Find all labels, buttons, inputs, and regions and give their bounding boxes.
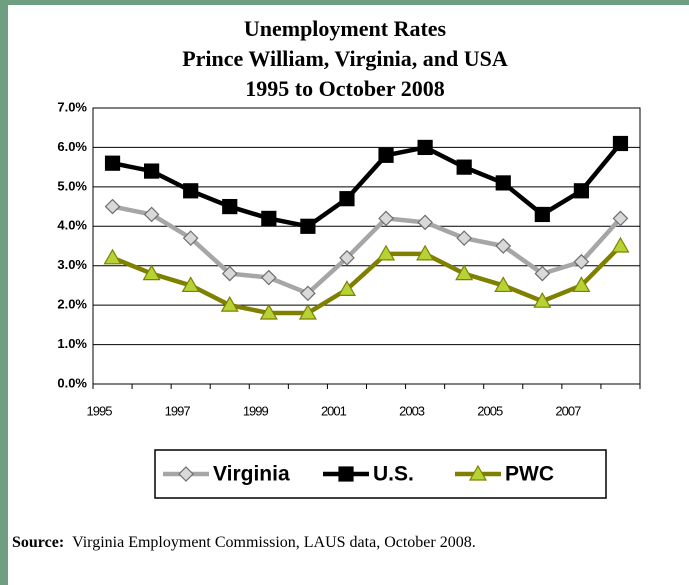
data-point [221,265,238,282]
data-point [103,248,122,265]
data-point [222,198,238,215]
data-point [611,236,630,253]
data-point [260,269,277,286]
data-point [337,280,356,296]
data-point [143,206,160,223]
data-point [612,135,629,152]
data-point [572,276,591,293]
x-tick-label: 1997 [165,403,191,418]
data-point [378,210,394,227]
data-point [298,303,317,320]
data-point [104,198,121,215]
data-point [377,244,396,261]
data-point [417,139,433,156]
data-point [181,276,200,293]
data-point [573,253,590,270]
data-point [495,175,511,191]
y-tick-label: 3.0% [57,257,87,272]
x-tick-label: 1995 [87,403,113,418]
legend-marker [178,466,194,482]
data-point [339,249,355,266]
data-point [456,230,473,246]
x-tick-label: 2003 [399,403,425,418]
data-point [261,210,277,226]
legend-box [154,449,607,499]
legend-marker [338,466,354,482]
data-point [144,163,160,179]
chart-title: 1995 to October 2008 [245,76,444,101]
data-point [417,214,433,231]
series-line [112,204,623,296]
y-tick-label: 4.0% [57,218,87,233]
data-point [300,285,316,302]
x-tick-label: 2005 [477,403,503,418]
source: Source: Virginia Employment Commission, L… [12,534,476,551]
data-point [182,230,199,246]
y-tick-label: 0.0% [57,375,87,390]
data-point [378,147,394,163]
data-point [494,276,513,293]
data-point [300,218,316,234]
data-point [142,264,161,281]
x-tick-label: 2001 [321,403,347,418]
border-left [0,0,8,585]
data-point [104,155,121,171]
y-tick-label: 6.0% [57,139,87,154]
data-point [456,159,472,175]
data-point [534,265,551,282]
source-text: Virginia Employment Commission, LAUS dat… [72,534,476,551]
data-point [455,264,474,281]
legend-marker [468,464,488,481]
data-point [220,295,239,312]
y-tick-label: 2.0% [57,297,87,312]
source-label: Source: [12,534,64,551]
x-tick-label: 1999 [243,403,269,418]
plot-frame [92,107,641,385]
y-tick-label: 5.0% [57,178,87,193]
chart-title: Prince William, Virginia, and USA [182,46,508,71]
data-point [612,210,629,227]
y-tick-label: 1.0% [57,336,87,351]
data-point [416,244,435,261]
data-point [183,183,199,199]
legend-label: PWC [505,463,554,486]
data-point [339,191,355,207]
data-point [533,291,552,308]
x-tick-label: 2007 [555,403,581,418]
legend-label: Virginia [213,463,290,486]
data-point [495,238,512,254]
data-point [534,206,550,223]
data-point [573,183,589,199]
legend-label: U.S. [373,463,414,486]
border-top [0,0,689,5]
chart-title: Unemployment Rates [244,16,447,41]
data-point [259,303,278,320]
y-tick-label: 7.0% [57,99,87,114]
